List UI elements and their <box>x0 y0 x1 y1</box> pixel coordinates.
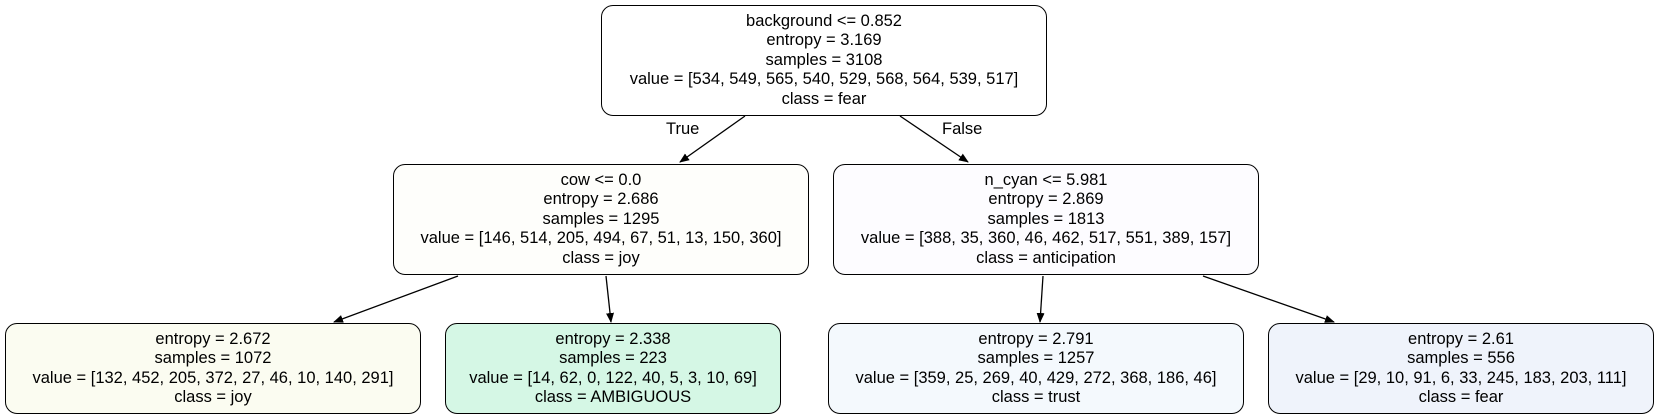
node-root-line-5: class = fear <box>781 89 867 108</box>
node-right-line-2: entropy = 2.869 <box>988 190 1104 209</box>
node-right-left-line-3: value = [359, 25, 269, 40, 429, 272, 368… <box>855 368 1217 387</box>
node-left-right-line-1: entropy = 2.338 <box>555 329 671 348</box>
edge-right-rl <box>1036 275 1045 323</box>
node-root-line-1: background <= 0.852 <box>746 11 902 30</box>
node-root-line-2: entropy = 3.169 <box>766 31 882 50</box>
node-left-line-2: entropy = 2.686 <box>543 190 659 209</box>
edge-label-true: True <box>666 120 700 138</box>
node-root-line-4: value = [534, 549, 565, 540, 529, 568, 5… <box>629 70 1019 89</box>
node-left-left-line-4: class = joy <box>174 388 252 406</box>
node-left-left: entropy = 2.672 samples = 1072 value = [… <box>5 323 421 414</box>
node-right-right-line-4: class = fear <box>1418 388 1504 406</box>
node-left-left-line-3: value = [132, 452, 205, 372, 27, 46, 10,… <box>32 368 394 387</box>
node-right-left-line-2: samples = 1257 <box>977 349 1095 367</box>
node-left-left-line-1: entropy = 2.672 <box>155 329 271 348</box>
node-right-left-line-4: class = trust <box>991 388 1081 406</box>
node-right-right: entropy = 2.61 samples = 556 value = [29… <box>1268 323 1654 414</box>
edge-root-right <box>899 115 969 163</box>
node-left-line-1: cow <= 0.0 <box>560 170 642 189</box>
edge-root-left <box>679 115 746 163</box>
edge-right-rr <box>1202 275 1335 323</box>
node-left-line-4: value = [146, 514, 205, 494, 67, 51, 13,… <box>420 229 782 248</box>
node-right: n_cyan <= 5.981 entropy = 2.869 samples … <box>833 164 1259 275</box>
node-right-line-3: samples = 1813 <box>987 209 1105 228</box>
node-right-left: entropy = 2.791 samples = 1257 value = [… <box>828 323 1244 414</box>
node-left-line-5: class = joy <box>562 248 640 267</box>
node-right-line-1: n_cyan <= 5.981 <box>984 170 1108 189</box>
node-right-left-line-1: entropy = 2.791 <box>978 329 1094 348</box>
node-left-line-3: samples = 1295 <box>542 209 660 228</box>
node-left: cow <= 0.0 entropy = 2.686 samples = 129… <box>393 164 809 275</box>
edge-label-false: False <box>942 120 983 138</box>
edge-left-lr <box>605 275 615 323</box>
node-root: background <= 0.852 entropy = 3.169 samp… <box>601 5 1047 116</box>
node-left-right-line-2: samples = 223 <box>559 349 667 367</box>
node-right-line-4: value = [388, 35, 360, 46, 462, 517, 551… <box>860 229 1232 248</box>
edge-left-ll <box>333 275 459 323</box>
node-right-right-line-3: value = [29, 10, 91, 6, 33, 245, 183, 20… <box>1295 368 1627 387</box>
node-right-line-5: class = anticipation <box>976 248 1116 267</box>
node-root-line-3: samples = 3108 <box>765 50 883 69</box>
node-left-left-line-2: samples = 1072 <box>154 349 272 367</box>
node-right-right-line-1: entropy = 2.61 <box>1408 329 1514 348</box>
node-left-right: entropy = 2.338 samples = 223 value = [1… <box>445 323 781 414</box>
node-right-right-line-2: samples = 556 <box>1407 349 1515 367</box>
node-left-right-line-3: value = [14, 62, 0, 122, 40, 5, 3, 10, 6… <box>469 368 757 387</box>
node-left-right-line-4: class = AMBIGUOUS <box>534 388 692 406</box>
